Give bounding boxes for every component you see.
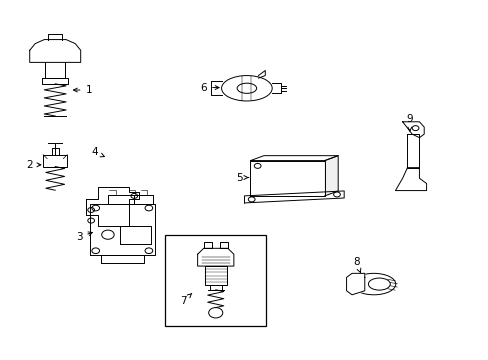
Polygon shape [324, 156, 338, 196]
Polygon shape [197, 248, 233, 266]
Text: 4: 4 [91, 148, 104, 157]
Text: 9: 9 [406, 114, 412, 131]
Polygon shape [395, 168, 426, 190]
Polygon shape [250, 156, 338, 161]
Ellipse shape [351, 273, 395, 295]
Text: 5: 5 [236, 172, 248, 183]
Text: 7: 7 [180, 293, 191, 306]
Bar [165, 235, 265, 327]
Text: 8: 8 [352, 257, 360, 273]
Polygon shape [407, 134, 419, 168]
Text: 1: 1 [73, 85, 92, 95]
Text: 3: 3 [76, 232, 92, 242]
Text: 2: 2 [26, 160, 41, 170]
Polygon shape [30, 40, 81, 62]
Polygon shape [346, 273, 364, 295]
Text: 6: 6 [200, 82, 219, 93]
Ellipse shape [221, 76, 272, 101]
Polygon shape [250, 161, 324, 196]
Polygon shape [402, 122, 424, 138]
Polygon shape [90, 204, 154, 255]
Polygon shape [86, 187, 139, 226]
